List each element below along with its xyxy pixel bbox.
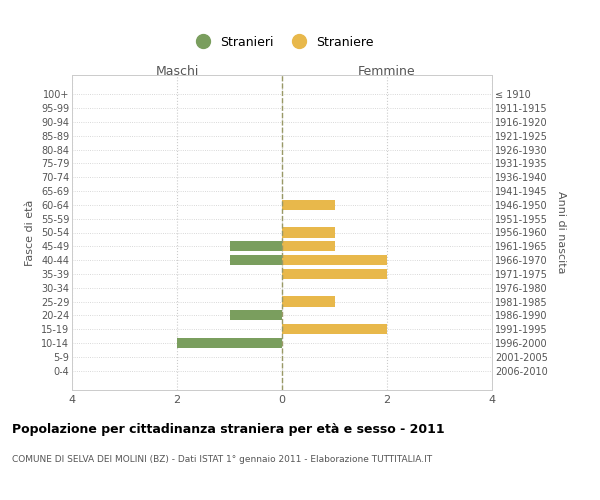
Bar — [282, 255, 387, 266]
Legend: Stranieri, Straniere: Stranieri, Straniere — [185, 31, 379, 54]
Text: Maschi: Maschi — [155, 65, 199, 78]
Bar — [282, 296, 335, 306]
Y-axis label: Anni di nascita: Anni di nascita — [556, 191, 566, 274]
Text: COMUNE DI SELVA DEI MOLINI (BZ) - Dati ISTAT 1° gennaio 2011 - Elaborazione TUTT: COMUNE DI SELVA DEI MOLINI (BZ) - Dati I… — [12, 455, 432, 464]
Text: Popolazione per cittadinanza straniera per età e sesso - 2011: Popolazione per cittadinanza straniera p… — [12, 422, 445, 436]
Bar — [282, 324, 387, 334]
Bar — [177, 338, 282, 348]
Bar — [229, 255, 282, 266]
Bar — [229, 241, 282, 252]
Y-axis label: Fasce di età: Fasce di età — [25, 200, 35, 266]
Bar — [282, 268, 387, 279]
Text: Femmine: Femmine — [358, 65, 416, 78]
Bar — [282, 241, 335, 252]
Bar — [282, 200, 335, 210]
Bar — [229, 310, 282, 320]
Bar — [282, 228, 335, 237]
